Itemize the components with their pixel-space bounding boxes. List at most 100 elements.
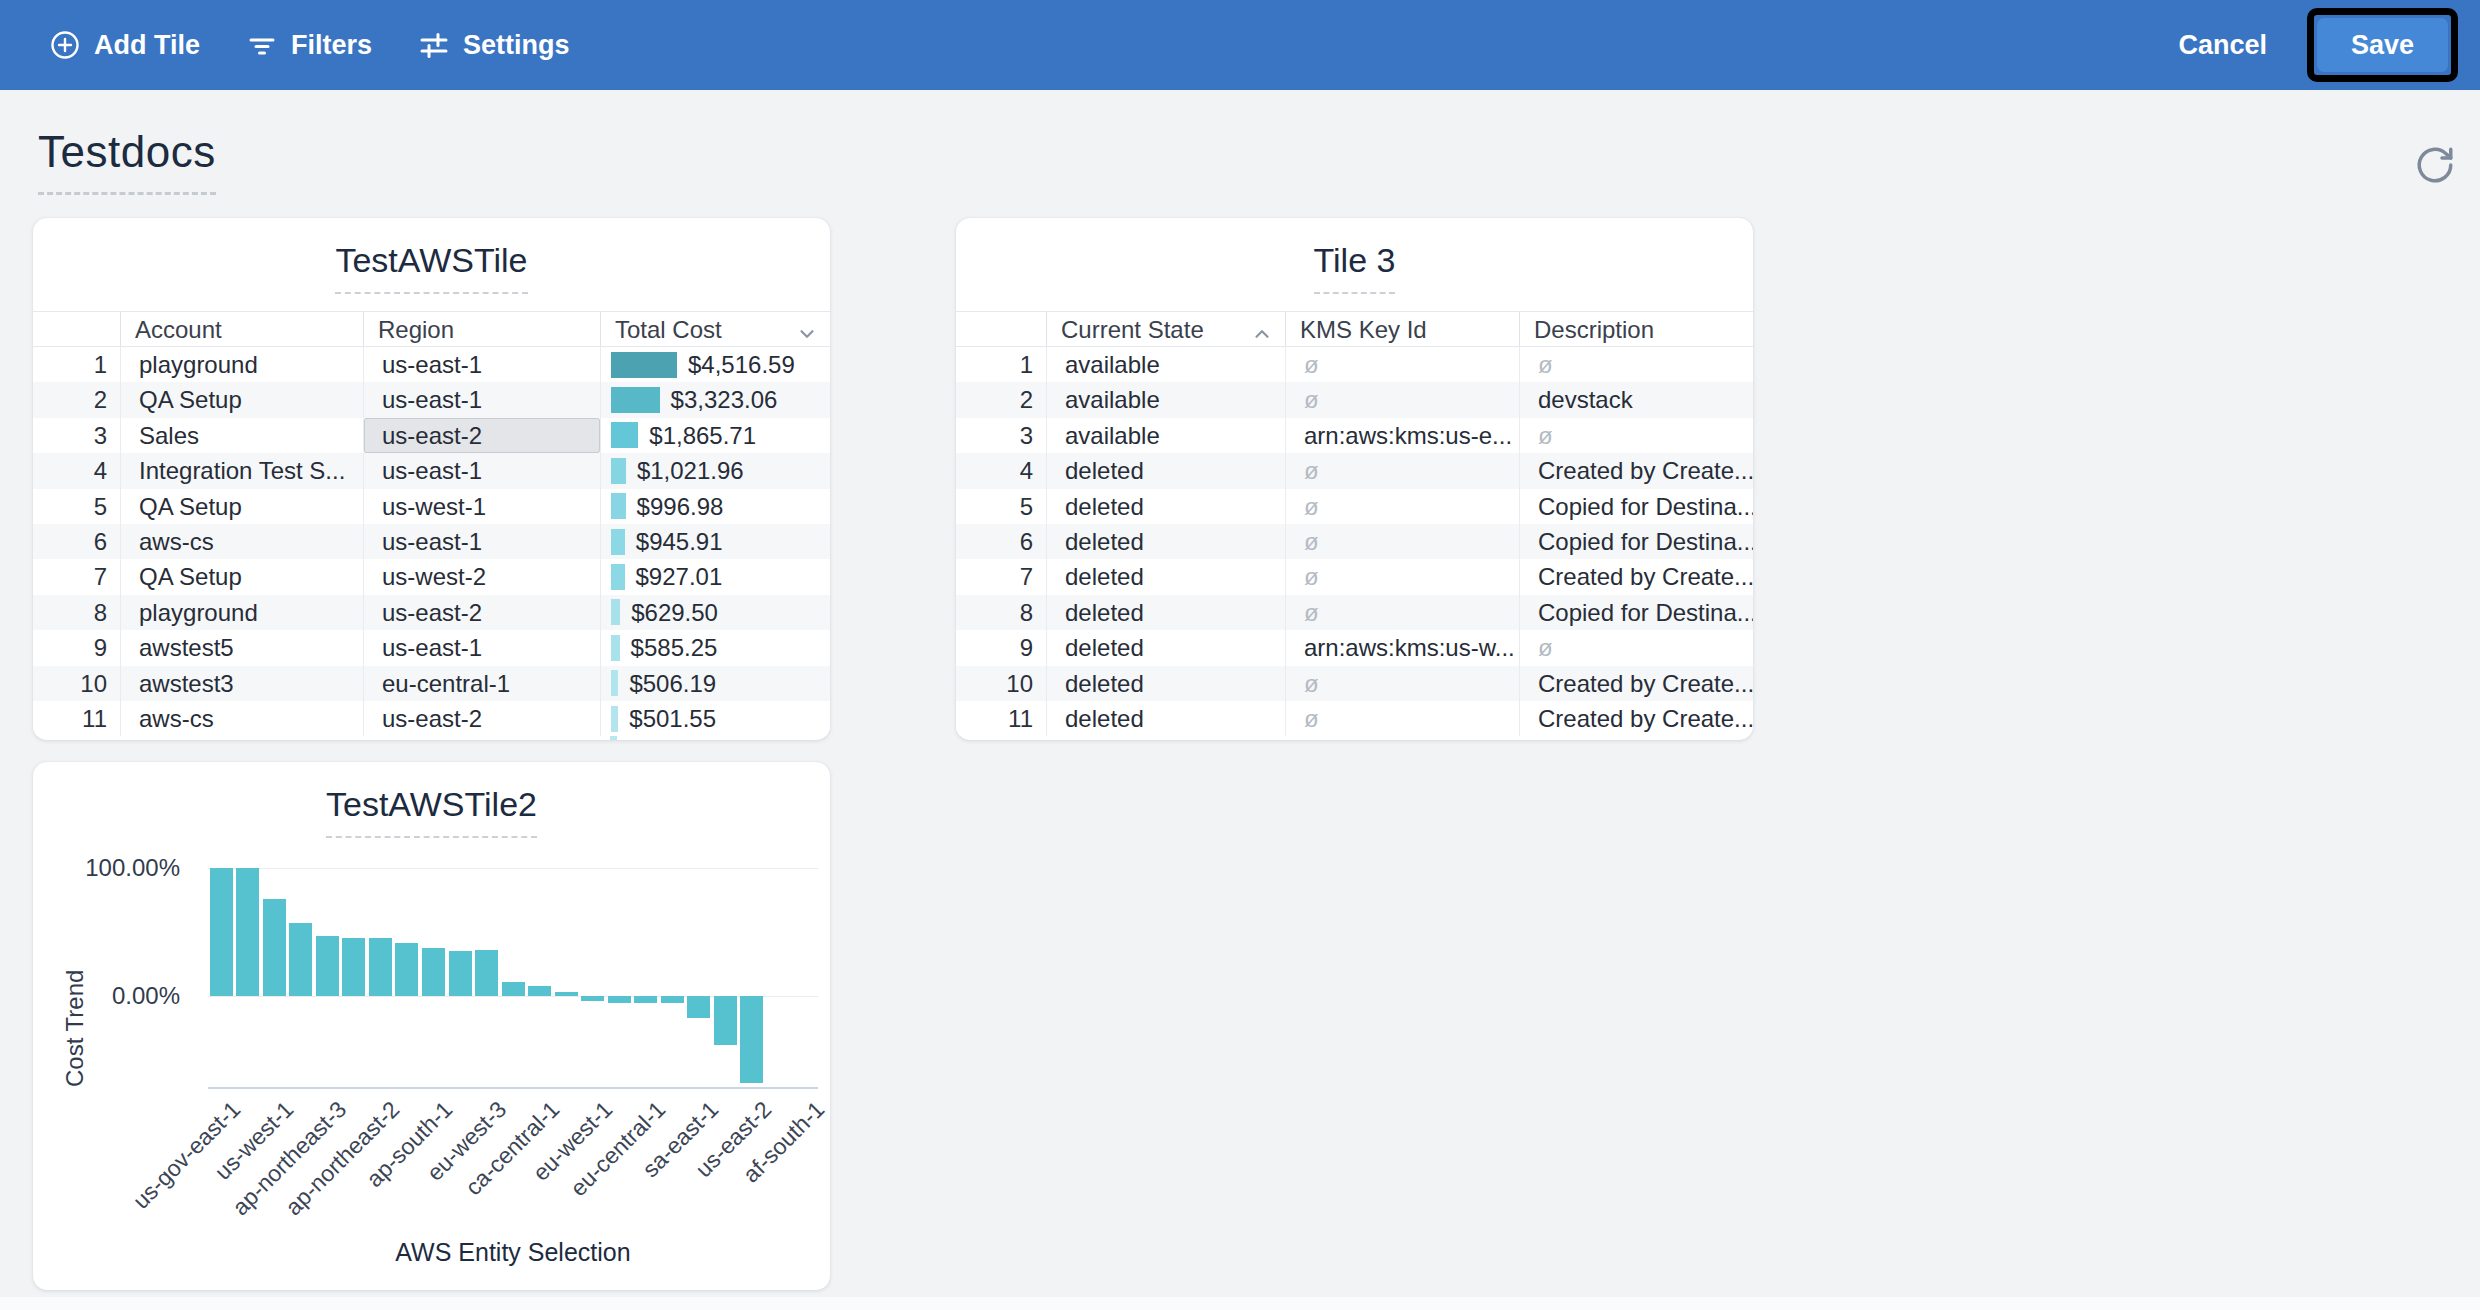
table-row[interactable]: 2QA Setupus-east-1$3,323.06 — [33, 382, 830, 417]
cell-account[interactable]: aws-cs — [120, 524, 363, 559]
cell-region[interactable]: us-west-1 — [363, 489, 600, 524]
cell-kms-key-id[interactable]: arn:aws:kms:us-w... — [1285, 630, 1519, 665]
cell-kms-key-id[interactable]: ø — [1285, 559, 1519, 594]
cell-region[interactable]: us-east-1 — [363, 630, 600, 665]
cell-current-state[interactable]: deleted — [1046, 630, 1285, 665]
cell-description[interactable]: Created by Create... — [1519, 666, 1753, 701]
cell-kms-key-id[interactable]: ø — [1285, 347, 1519, 382]
table-row[interactable]: 10deletedøCreated by Create... — [956, 666, 1753, 701]
cell-current-state[interactable]: deleted — [1046, 559, 1285, 594]
cell-region[interactable]: eu-central-1 — [363, 666, 600, 701]
cell-kms-key-id[interactable]: arn:aws:kms:us-e... — [1285, 418, 1519, 453]
filters-button[interactable]: Filters — [246, 29, 372, 61]
cell-account[interactable]: awstest3 — [120, 666, 363, 701]
add-tile-button[interactable]: Add Tile — [49, 29, 200, 61]
cell-total-cost[interactable]: $1,021.96 — [600, 453, 830, 488]
column-header-kms-key-id[interactable]: KMS Key Id — [1285, 312, 1519, 346]
cell-current-state[interactable]: available — [1046, 418, 1285, 453]
table-row[interactable]: 4deletedøCreated by Create... — [956, 453, 1753, 488]
cell-total-cost[interactable]: $585.25 — [600, 630, 830, 665]
settings-button[interactable]: Settings — [418, 29, 570, 61]
table-row[interactable]: 7deletedøCreated by Create... — [956, 559, 1753, 594]
cell-description[interactable]: ø — [1519, 347, 1753, 382]
table-row[interactable]: 4Integration Test S...us-east-1$1,021.96 — [33, 453, 830, 488]
cell-kms-key-id[interactable]: ø — [1285, 666, 1519, 701]
table-row[interactable]: 11aws-csus-east-2$501.55 — [33, 701, 830, 736]
cell-description[interactable]: Created by Create... — [1519, 453, 1753, 488]
table-row[interactable]: 10awstest3eu-central-1$506.19 — [33, 666, 830, 701]
cell-account[interactable]: Integration Test S... — [120, 453, 363, 488]
cell-account[interactable]: QA Setup — [120, 489, 363, 524]
column-header-account[interactable]: Account — [120, 312, 363, 346]
cell-current-state[interactable]: deleted — [1046, 489, 1285, 524]
cell-account[interactable]: Sales — [120, 418, 363, 453]
cell-account[interactable]: QA Setup — [120, 559, 363, 594]
cell-region[interactable]: us-east-2 — [363, 595, 600, 630]
tile-title-tile3[interactable]: Tile 3 — [1314, 240, 1396, 294]
selected-cell-region[interactable]: us-east-2 — [363, 418, 600, 453]
cell-total-cost[interactable]: $945.91 — [600, 524, 830, 559]
table-row[interactable]: 11deletedøCreated by Create... — [956, 701, 1753, 736]
table-row[interactable]: 8deletedøCopied for Destina... — [956, 595, 1753, 630]
cell-kms-key-id[interactable]: ø — [1285, 489, 1519, 524]
column-header-total-cost[interactable]: Total Cost — [600, 312, 830, 346]
table-row[interactable]: 9awstest5us-east-1$585.25 — [33, 630, 830, 665]
cell-account[interactable]: awstest5 — [120, 630, 363, 665]
cell-region[interactable]: us-east-1 — [363, 347, 600, 382]
cell-total-cost[interactable]: $3,323.06 — [600, 382, 830, 417]
table-row[interactable]: 5deletedøCopied for Destina... — [956, 489, 1753, 524]
cell-description[interactable]: ø — [1519, 630, 1753, 665]
cell-total-cost[interactable]: $4,516.59 — [600, 347, 830, 382]
cell-kms-key-id[interactable]: ø — [1285, 382, 1519, 417]
page-title[interactable]: Testdocs — [38, 126, 216, 195]
cell-account[interactable]: playground — [120, 595, 363, 630]
cell-kms-key-id[interactable]: ø — [1285, 595, 1519, 630]
cell-total-cost[interactable]: $501.55 — [600, 701, 830, 736]
table-row[interactable]: 3Salesus-east-2$1,865.71 — [33, 418, 830, 453]
column-header-region[interactable]: Region — [363, 312, 600, 346]
cell-total-cost[interactable]: $506.19 — [600, 666, 830, 701]
cell-current-state[interactable]: deleted — [1046, 453, 1285, 488]
cell-current-state[interactable]: deleted — [1046, 524, 1285, 559]
table-row[interactable]: 6aws-csus-east-1$945.91 — [33, 524, 830, 559]
cancel-button[interactable]: Cancel — [2164, 20, 2281, 71]
cell-description[interactable]: devstack — [1519, 382, 1753, 417]
cell-region[interactable]: us-east-1 — [363, 524, 600, 559]
cell-region[interactable]: us-east-2 — [363, 701, 600, 736]
table-row[interactable]: 2availableødevstack — [956, 382, 1753, 417]
cell-description[interactable]: Copied for Destina... — [1519, 524, 1753, 559]
refresh-button[interactable] — [2414, 144, 2456, 186]
table-row[interactable]: 7QA Setupus-west-2$927.01 — [33, 559, 830, 594]
tile-title-testawstile2[interactable]: TestAWSTile2 — [326, 784, 537, 838]
table-row[interactable]: 1availableøø — [956, 347, 1753, 382]
cell-current-state[interactable]: deleted — [1046, 701, 1285, 736]
cell-description[interactable]: Created by Create... — [1519, 559, 1753, 594]
tile-title-testawstile[interactable]: TestAWSTile — [335, 240, 527, 294]
cell-current-state[interactable]: deleted — [1046, 666, 1285, 701]
cell-kms-key-id[interactable]: ø — [1285, 701, 1519, 736]
cell-current-state[interactable]: available — [1046, 382, 1285, 417]
cell-region[interactable]: us-east-1 — [363, 382, 600, 417]
cell-description[interactable]: Copied for Destina... — [1519, 489, 1753, 524]
cell-current-state[interactable]: deleted — [1046, 595, 1285, 630]
column-header-current-state[interactable]: Current State — [1046, 312, 1285, 346]
cell-total-cost[interactable]: $629.50 — [600, 595, 830, 630]
cell-kms-key-id[interactable]: ø — [1285, 524, 1519, 559]
column-header-description[interactable]: Description — [1519, 312, 1753, 346]
cell-total-cost[interactable]: $996.98 — [600, 489, 830, 524]
cell-description[interactable]: Copied for Destina... — [1519, 595, 1753, 630]
table-row[interactable]: 5QA Setupus-west-1$996.98 — [33, 489, 830, 524]
table-row[interactable]: 3availablearn:aws:kms:us-e...ø — [956, 418, 1753, 453]
cell-region[interactable]: us-east-1 — [363, 453, 600, 488]
cell-description[interactable]: ø — [1519, 418, 1753, 453]
cell-kms-key-id[interactable]: ø — [1285, 453, 1519, 488]
table-row[interactable]: 6deletedøCopied for Destina... — [956, 524, 1753, 559]
table-row[interactable]: 1playgroundus-east-1$4,516.59 — [33, 347, 830, 382]
cell-current-state[interactable]: available — [1046, 347, 1285, 382]
save-button[interactable]: Save — [2317, 18, 2448, 72]
cell-description[interactable]: Created by Create... — [1519, 701, 1753, 736]
table-row[interactable]: 8playgroundus-east-2$629.50 — [33, 595, 830, 630]
cell-account[interactable]: playground — [120, 347, 363, 382]
cell-total-cost[interactable]: $1,865.71 — [600, 418, 830, 453]
cell-region[interactable]: us-west-2 — [363, 559, 600, 594]
